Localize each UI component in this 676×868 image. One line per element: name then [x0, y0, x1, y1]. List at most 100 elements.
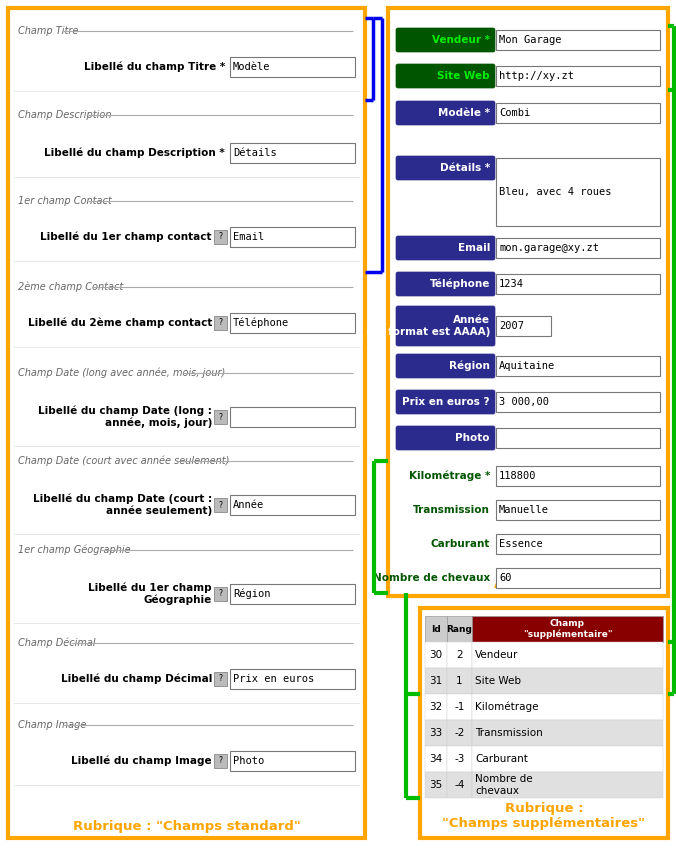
Text: Vendeur: Vendeur — [475, 650, 518, 660]
Text: 35: 35 — [429, 780, 443, 790]
Text: Transmission: Transmission — [413, 505, 490, 515]
Text: 1er champ Géographie: 1er champ Géographie — [18, 545, 130, 556]
Text: Région: Région — [233, 589, 270, 599]
Bar — [214, 229, 227, 244]
Text: 32: 32 — [429, 702, 443, 712]
FancyBboxPatch shape — [396, 236, 495, 260]
Text: Email: Email — [458, 243, 490, 253]
Bar — [214, 587, 227, 601]
Text: Détails: Détails — [233, 148, 276, 157]
Text: Id: Id — [431, 624, 441, 634]
Bar — [230, 56, 355, 76]
Text: Détails *: Détails * — [440, 163, 490, 173]
FancyBboxPatch shape — [396, 64, 495, 88]
Text: Libellé du 1er champ
Géographie: Libellé du 1er champ Géographie — [89, 582, 212, 605]
Text: Champ Date (long avec année, mois, jour): Champ Date (long avec année, mois, jour) — [18, 368, 225, 378]
Bar — [496, 500, 660, 520]
Text: ?: ? — [218, 589, 222, 599]
Text: Rubrique : "Champs standard": Rubrique : "Champs standard" — [72, 820, 300, 833]
Text: Prix en euros: Prix en euros — [233, 674, 314, 683]
Bar — [230, 407, 355, 427]
Bar — [425, 642, 447, 668]
Text: Champ Image: Champ Image — [18, 720, 87, 730]
Text: Kilométrage: Kilométrage — [475, 701, 539, 713]
Text: Modèle *: Modèle * — [438, 108, 490, 118]
Bar — [230, 668, 355, 688]
Bar — [425, 668, 447, 694]
Bar — [447, 720, 472, 746]
Bar — [472, 616, 663, 642]
Bar — [496, 428, 660, 448]
FancyBboxPatch shape — [396, 28, 495, 52]
Text: Libellé du champ Titre *: Libellé du champ Titre * — [84, 62, 225, 72]
Text: Photo: Photo — [456, 433, 490, 443]
Text: Libellé du 1er champ contact: Libellé du 1er champ contact — [41, 231, 212, 242]
Bar — [388, 8, 668, 596]
Text: Site Web: Site Web — [437, 71, 490, 81]
Bar — [214, 498, 227, 512]
Bar — [496, 316, 551, 336]
Text: ?: ? — [218, 756, 222, 765]
Text: Région: Région — [449, 361, 490, 372]
Bar — [447, 694, 472, 720]
Text: Modèle: Modèle — [233, 62, 270, 71]
Text: Photo: Photo — [233, 755, 264, 766]
Bar — [496, 466, 660, 486]
Bar — [472, 772, 663, 798]
Bar — [420, 608, 668, 838]
Text: Libellé du champ Date (court :
année seulement): Libellé du champ Date (court : année seu… — [33, 494, 212, 516]
Bar — [425, 694, 447, 720]
FancyBboxPatch shape — [396, 354, 495, 378]
FancyBboxPatch shape — [396, 101, 495, 125]
Text: Rang: Rang — [447, 624, 473, 634]
Text: -3: -3 — [454, 754, 464, 764]
Text: Champ Date (court avec année seulement): Champ Date (court avec année seulement) — [18, 456, 229, 466]
Text: 31: 31 — [429, 676, 443, 686]
Bar — [496, 30, 660, 50]
Bar — [230, 312, 355, 332]
Text: Champ Décimal: Champ Décimal — [18, 638, 95, 648]
Text: Prix en euros ?: Prix en euros ? — [402, 397, 490, 407]
Text: Téléphone: Téléphone — [233, 317, 289, 328]
Bar — [496, 534, 660, 554]
Bar — [496, 356, 660, 376]
Bar — [447, 746, 472, 772]
Bar — [496, 103, 660, 123]
Text: Téléphone: Téléphone — [430, 279, 490, 289]
Text: Annonce: Annonce — [494, 577, 562, 591]
Text: Année: Année — [233, 500, 264, 510]
Text: Essence: Essence — [499, 539, 543, 549]
Text: 1: 1 — [456, 676, 463, 686]
Bar — [496, 274, 660, 294]
Text: Nombre de
chevaux: Nombre de chevaux — [475, 774, 533, 796]
Text: Nombre de chevaux: Nombre de chevaux — [372, 573, 490, 583]
Bar — [447, 616, 472, 642]
Text: http://xy.zt: http://xy.zt — [499, 71, 574, 81]
Bar — [496, 392, 660, 412]
Bar — [425, 616, 447, 642]
Text: Champ
"supplémentaire": Champ "supplémentaire" — [523, 619, 612, 639]
Bar — [472, 720, 663, 746]
Text: Libellé du champ Description *: Libellé du champ Description * — [44, 148, 225, 158]
Bar — [230, 227, 355, 247]
Text: Mon Garage: Mon Garage — [499, 35, 562, 45]
Bar — [472, 746, 663, 772]
Bar — [8, 8, 365, 838]
Text: 2ème champ Contact: 2ème champ Contact — [18, 282, 123, 293]
Text: 2007: 2007 — [499, 321, 524, 331]
Text: 2: 2 — [456, 650, 463, 660]
FancyBboxPatch shape — [396, 306, 495, 346]
Text: -4: -4 — [454, 780, 464, 790]
Text: Aquitaine: Aquitaine — [499, 361, 555, 371]
Text: Libellé du champ Image: Libellé du champ Image — [72, 755, 212, 766]
Text: Champ Titre: Champ Titre — [18, 26, 78, 36]
FancyBboxPatch shape — [396, 272, 495, 296]
Text: Bleu, avec 4 roues: Bleu, avec 4 roues — [499, 187, 612, 197]
Text: mon.garage@xy.zt: mon.garage@xy.zt — [499, 243, 599, 253]
Bar — [230, 584, 355, 604]
Text: Rubrique :
"Champs supplémentaires": Rubrique : "Champs supplémentaires" — [443, 802, 646, 830]
FancyBboxPatch shape — [396, 426, 495, 450]
Bar — [472, 668, 663, 694]
Text: 33: 33 — [429, 728, 443, 738]
Text: ?: ? — [218, 318, 222, 327]
